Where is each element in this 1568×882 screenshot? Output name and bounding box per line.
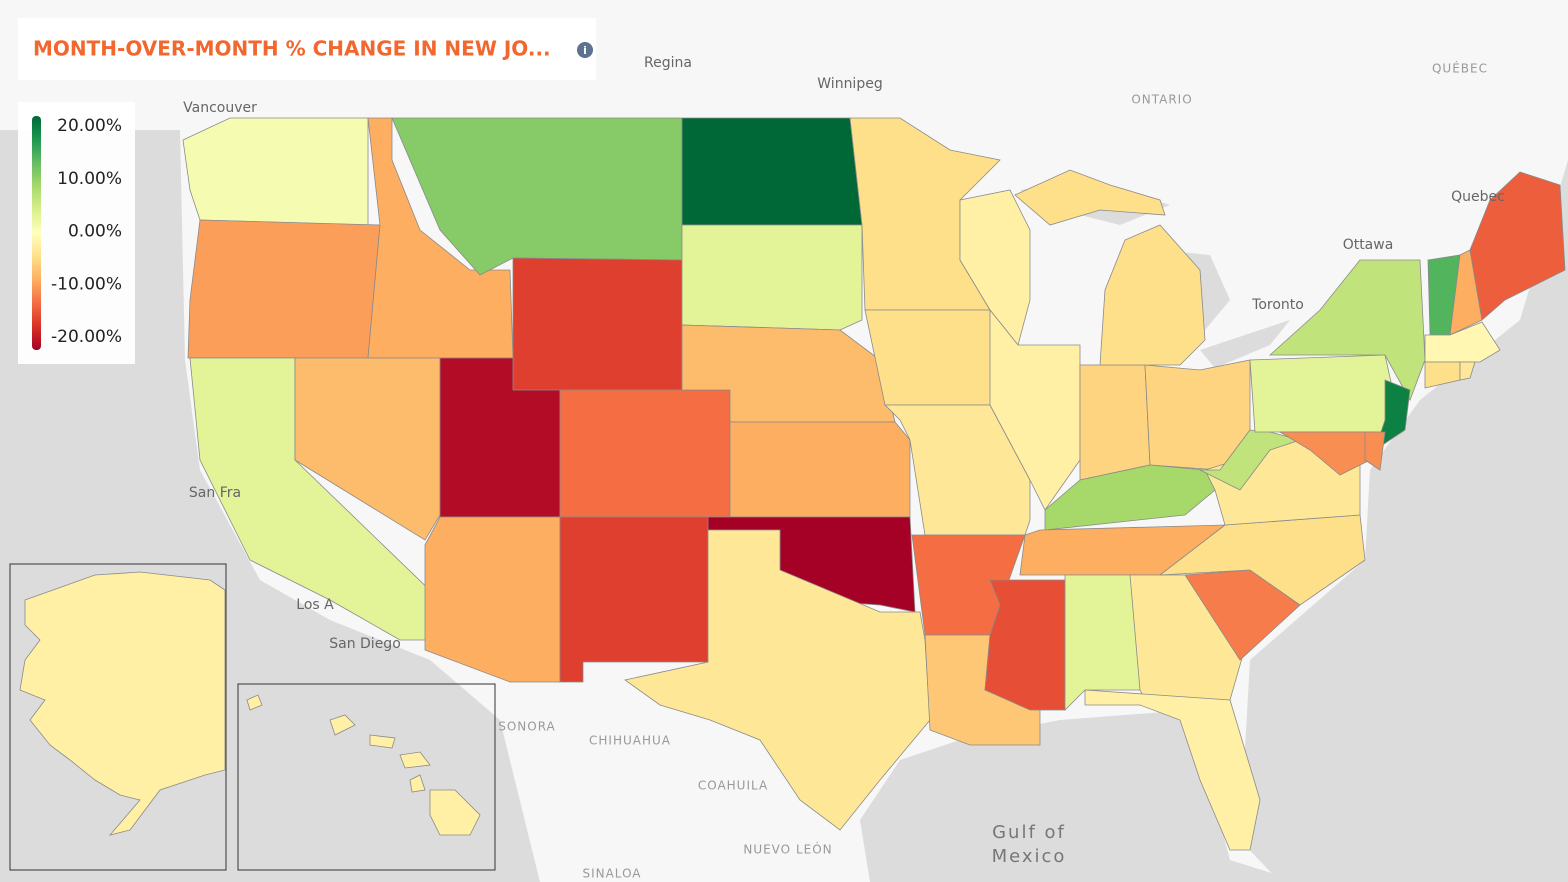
alaska-inset <box>9 563 227 871</box>
lake <box>1200 320 1290 368</box>
place-label: San Fra <box>189 485 241 501</box>
place-label: SONORA <box>498 720 556 734</box>
state <box>1469 171 1566 321</box>
state <box>559 516 709 683</box>
state <box>424 516 561 683</box>
state <box>1199 429 1302 491</box>
info-icon[interactable] <box>577 42 593 58</box>
info-icon-glyph: i <box>583 44 587 57</box>
state <box>187 219 381 359</box>
place-label: Winnipeg <box>817 76 882 92</box>
state <box>1064 574 1141 711</box>
place-label: Gulf of <box>992 822 1066 843</box>
state <box>1268 259 1426 401</box>
place-label: COAHUILA <box>698 779 768 793</box>
state <box>1459 361 1476 381</box>
states <box>19 117 1566 851</box>
state <box>512 257 683 391</box>
colorbar-tick-label: 10.00% <box>57 169 122 189</box>
place-labels: Regina Winnipeg Vancouver ONTARIO QUÉBEC Queb… <box>183 55 1505 881</box>
place-label: Regina <box>644 55 692 71</box>
colorbar <box>32 116 41 350</box>
place-label: Ottawa <box>1343 237 1394 253</box>
hawaii-inset <box>237 683 496 871</box>
state <box>1084 689 1261 851</box>
state <box>959 189 1031 346</box>
colorbar-tick-label: 20.00% <box>57 116 122 136</box>
place-label: SINALOA <box>582 867 641 881</box>
place-label: Vancouver <box>183 100 257 116</box>
place-label: CHIHUAHUA <box>589 734 671 748</box>
colorbar-tick-label: -20.00% <box>51 327 122 347</box>
legend: 20.00% 10.00% 0.00% -10.00% -20.00% <box>41 116 122 347</box>
state <box>681 224 863 331</box>
atlantic <box>1240 160 1568 882</box>
state <box>559 389 731 518</box>
place-label: San Diego <box>329 636 401 652</box>
place-label: Toronto <box>1251 297 1304 313</box>
state <box>1278 431 1371 476</box>
chart-title: MONTH-OVER-MONTH % CHANGE IN NEW JO... <box>33 37 551 61</box>
place-label: NUEVO LEÓN <box>743 842 832 857</box>
state <box>1249 354 1396 433</box>
colorbar-tick-label: 0.00% <box>68 222 122 242</box>
state <box>729 421 911 518</box>
state <box>1044 464 1216 531</box>
state <box>294 357 441 541</box>
state <box>624 529 931 831</box>
place-label: Quebec <box>1451 189 1505 205</box>
place-label: QUÉBEC <box>1432 61 1488 76</box>
place-label: Los A <box>296 597 334 613</box>
state <box>1079 364 1151 481</box>
title-panel <box>18 18 596 80</box>
gulf <box>860 710 1300 882</box>
colorbar-tick-label: -10.00% <box>51 274 122 294</box>
place-label: Mexico <box>992 846 1067 867</box>
state <box>1364 431 1386 471</box>
state <box>1014 169 1206 366</box>
state <box>989 308 1081 511</box>
place-label: ONTARIO <box>1131 93 1192 107</box>
state <box>19 571 226 836</box>
state <box>246 694 481 836</box>
state <box>681 117 863 226</box>
state <box>182 117 369 226</box>
